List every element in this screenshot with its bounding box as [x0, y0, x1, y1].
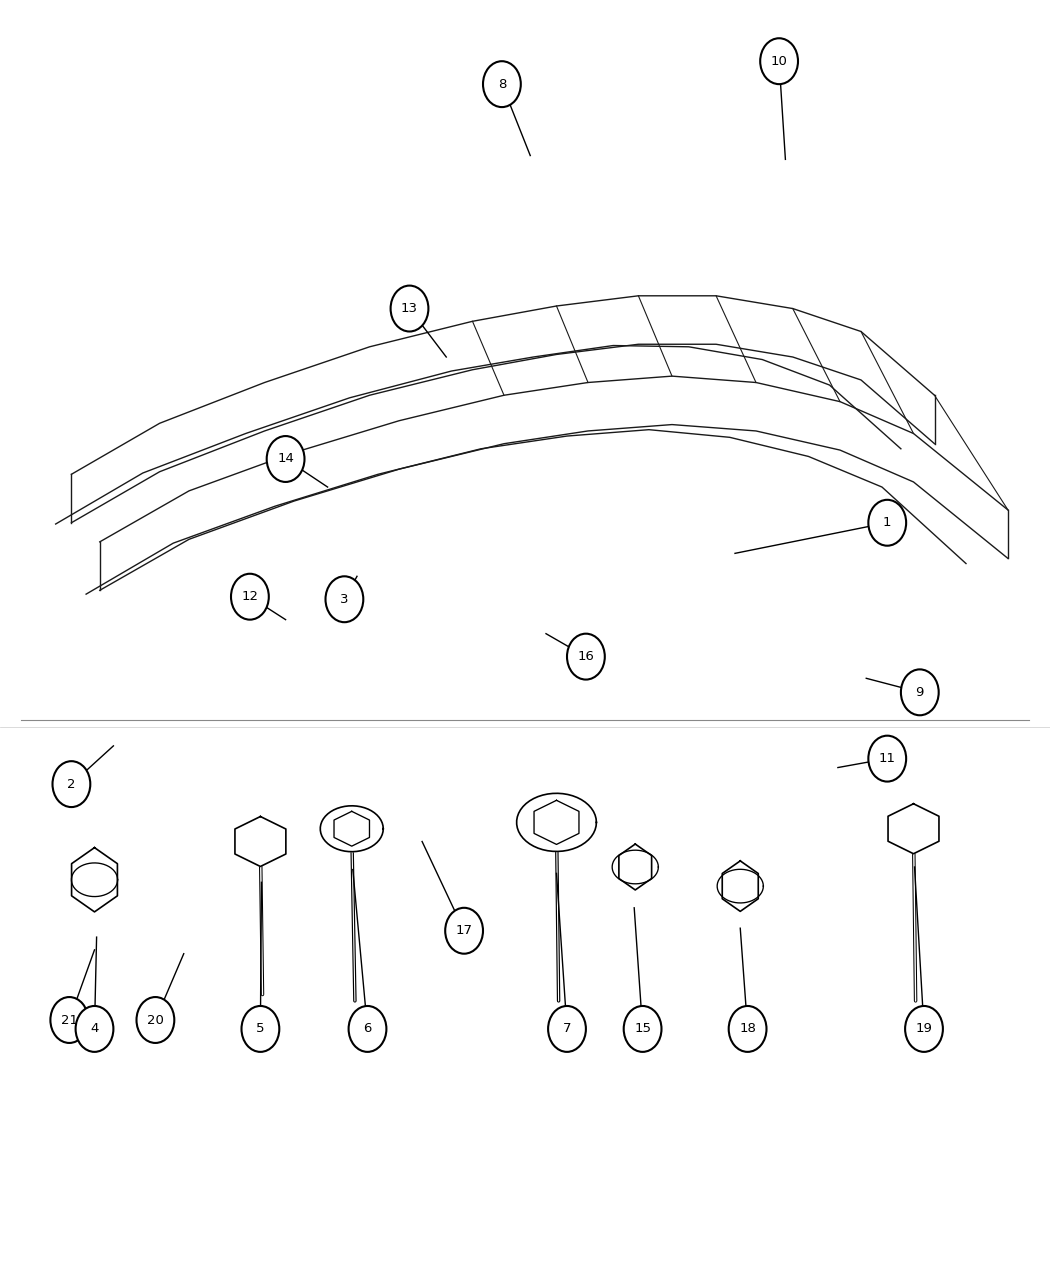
Circle shape — [567, 634, 605, 680]
Text: 20: 20 — [147, 1014, 164, 1026]
Circle shape — [760, 38, 798, 84]
Polygon shape — [235, 816, 286, 867]
Circle shape — [445, 908, 483, 954]
Polygon shape — [888, 803, 939, 854]
Circle shape — [231, 574, 269, 620]
Polygon shape — [618, 844, 652, 890]
Text: 12: 12 — [242, 590, 258, 603]
Circle shape — [391, 286, 428, 332]
Circle shape — [242, 1006, 279, 1052]
Text: 13: 13 — [401, 302, 418, 315]
Circle shape — [76, 1006, 113, 1052]
Text: 4: 4 — [90, 1023, 99, 1035]
Circle shape — [50, 997, 88, 1043]
Text: 21: 21 — [61, 1014, 78, 1026]
Polygon shape — [517, 793, 596, 852]
Circle shape — [905, 1006, 943, 1052]
Circle shape — [624, 1006, 662, 1052]
Text: 8: 8 — [498, 78, 506, 91]
Circle shape — [729, 1006, 766, 1052]
Text: 5: 5 — [256, 1023, 265, 1035]
Text: 18: 18 — [739, 1023, 756, 1035]
Text: 1: 1 — [883, 516, 891, 529]
Text: 10: 10 — [771, 55, 788, 68]
Polygon shape — [722, 861, 758, 912]
Text: 2: 2 — [67, 778, 76, 790]
Text: 16: 16 — [578, 650, 594, 663]
Circle shape — [52, 761, 90, 807]
Text: 6: 6 — [363, 1023, 372, 1035]
Circle shape — [483, 61, 521, 107]
Circle shape — [868, 736, 906, 782]
Text: 15: 15 — [634, 1023, 651, 1035]
Circle shape — [548, 1006, 586, 1052]
Circle shape — [326, 576, 363, 622]
Polygon shape — [71, 848, 118, 912]
Circle shape — [267, 436, 304, 482]
Text: 11: 11 — [879, 752, 896, 765]
Circle shape — [349, 1006, 386, 1052]
Circle shape — [136, 997, 174, 1043]
Text: 9: 9 — [916, 686, 924, 699]
Text: 3: 3 — [340, 593, 349, 606]
Circle shape — [868, 500, 906, 546]
Text: 19: 19 — [916, 1023, 932, 1035]
Circle shape — [901, 669, 939, 715]
Text: 14: 14 — [277, 453, 294, 465]
Text: 7: 7 — [563, 1023, 571, 1035]
Polygon shape — [320, 806, 383, 852]
Text: 17: 17 — [456, 924, 472, 937]
